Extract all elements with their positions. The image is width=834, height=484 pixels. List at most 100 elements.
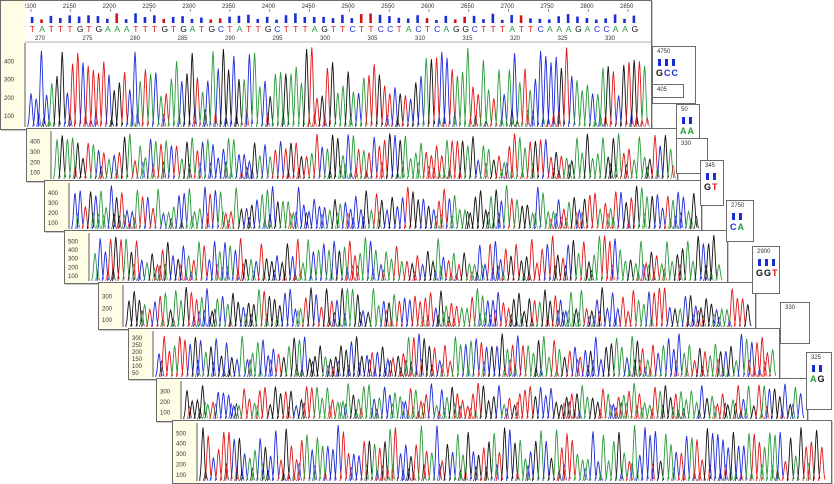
win5-noise-c bbox=[196, 310, 202, 327]
chromatogram-window-8[interactable]: 500 400 300 200 100 bbox=[172, 420, 832, 484]
base-call-letter[interactable]: A bbox=[312, 24, 318, 34]
base-call-letter[interactable]: G bbox=[208, 24, 215, 34]
base-call-letter[interactable]: C bbox=[218, 24, 224, 34]
base-call-letter[interactable]: T bbox=[397, 24, 402, 34]
base-call-letter[interactable]: A bbox=[566, 24, 572, 34]
win7-peak-g bbox=[661, 385, 670, 419]
base-call-letter[interactable]: A bbox=[190, 24, 196, 34]
base-call-letter[interactable]: G bbox=[77, 24, 84, 34]
base-call-letter[interactable]: T bbox=[284, 24, 289, 34]
base-call-letter[interactable]: T bbox=[171, 24, 176, 34]
base-call-letter[interactable]: A bbox=[114, 24, 120, 34]
base-call-letter[interactable]: C bbox=[434, 24, 440, 34]
base-call-letter[interactable]: T bbox=[143, 24, 148, 34]
back-window-edge[interactable]: 405 bbox=[652, 84, 684, 98]
base-call-letter[interactable]: T bbox=[133, 24, 138, 34]
base-call-letter[interactable]: T bbox=[368, 24, 373, 34]
base-call-letter[interactable]: A bbox=[124, 24, 130, 34]
base-call-letter[interactable]: A bbox=[622, 24, 628, 34]
chromatogram-window-4[interactable]: 500 400 300 200 100 bbox=[64, 230, 728, 284]
base-call-letter[interactable]: T bbox=[425, 24, 430, 34]
base-call-letter[interactable]: T bbox=[86, 24, 91, 34]
base-call-letter[interactable]: G bbox=[321, 24, 328, 34]
base-call-letter[interactable]: T bbox=[67, 24, 72, 34]
base-call-letter[interactable]: T bbox=[500, 24, 505, 34]
base-call-letter[interactable]: C bbox=[350, 24, 356, 34]
win7-peak-g bbox=[484, 399, 493, 419]
base-call-letter[interactable]: G bbox=[161, 24, 168, 34]
base-call-letter[interactable]: G bbox=[632, 24, 639, 34]
base-call-letter[interactable]: T bbox=[49, 24, 54, 34]
base-call-letter[interactable]: T bbox=[331, 24, 336, 34]
win3-peak-c bbox=[305, 210, 313, 229]
win2-peak-g bbox=[328, 134, 337, 179]
base-call-letter[interactable]: A bbox=[613, 24, 619, 34]
back-window-edge[interactable]: 325 AG bbox=[806, 352, 832, 410]
base-call-letter[interactable]: T bbox=[227, 24, 232, 34]
base-call-letter[interactable]: G bbox=[453, 24, 460, 34]
chromatogram-window-top[interactable]: 8021002150220022502300235024002450250025… bbox=[0, 0, 652, 130]
base-call-letter[interactable]: C bbox=[378, 24, 384, 34]
base-call-letter[interactable]: T bbox=[491, 24, 496, 34]
base-call-letter[interactable]: C bbox=[594, 24, 600, 34]
back-window-edge[interactable]: 345 GT bbox=[700, 160, 724, 206]
base-call-letter[interactable]: C bbox=[387, 24, 393, 34]
base-call-letter[interactable]: T bbox=[481, 24, 486, 34]
base-call-letter[interactable]: C bbox=[472, 24, 478, 34]
base-call-letter[interactable]: A bbox=[547, 24, 553, 34]
win2-noise-g bbox=[244, 166, 250, 179]
base-position-label: 270 bbox=[35, 36, 46, 42]
base-call-letter[interactable]: T bbox=[293, 24, 298, 34]
base-call-letter[interactable]: T bbox=[255, 24, 260, 34]
win2-peak-t bbox=[448, 140, 456, 179]
base-call-letter[interactable]: G bbox=[180, 24, 187, 34]
win3-noise-a bbox=[610, 216, 616, 229]
base-call-letter[interactable]: A bbox=[237, 24, 243, 34]
base-call-letter[interactable]: T bbox=[58, 24, 63, 34]
base-call-letter[interactable]: A bbox=[585, 24, 591, 34]
base-call-letter[interactable]: T bbox=[152, 24, 157, 34]
win2-peak-a bbox=[126, 133, 134, 179]
win4-peak-a bbox=[387, 258, 396, 281]
win3-peak-t bbox=[627, 197, 636, 229]
win4-peak-g bbox=[710, 235, 718, 281]
base-call-letter[interactable]: T bbox=[519, 24, 524, 34]
base-call-letter[interactable]: A bbox=[105, 24, 111, 34]
base-call-letter[interactable]: G bbox=[265, 24, 272, 34]
back-window-edge[interactable]: 330 bbox=[780, 302, 810, 344]
chromatogram-window-7[interactable]: 300 200 100 bbox=[156, 378, 808, 422]
chromatogram-window-6[interactable]: 300 250 200 150 100 50 bbox=[128, 328, 780, 380]
back-window-edge[interactable]: 2900 GGT bbox=[752, 246, 780, 294]
win7-peak-c bbox=[386, 394, 394, 419]
base-call-letter[interactable]: T bbox=[528, 24, 533, 34]
base-call-letter[interactable]: T bbox=[302, 24, 307, 34]
base-call-letter[interactable]: A bbox=[509, 24, 515, 34]
win6-noise-c bbox=[356, 361, 362, 377]
base-call-letter[interactable]: A bbox=[556, 24, 562, 34]
win3-peak-g bbox=[248, 204, 256, 229]
base-call-letter[interactable]: A bbox=[39, 24, 45, 34]
base-call-letter[interactable]: T bbox=[340, 24, 345, 34]
base-call-letter[interactable]: C bbox=[274, 24, 280, 34]
base-call-letter[interactable]: T bbox=[199, 24, 204, 34]
base-call-letter[interactable]: C bbox=[538, 24, 544, 34]
back-window-edge[interactable]: 330 bbox=[676, 138, 708, 174]
base-call-letter[interactable]: T bbox=[359, 24, 364, 34]
back-window-edge[interactable]: 2750 CA bbox=[726, 200, 754, 242]
base-call-letter[interactable]: A bbox=[406, 24, 412, 34]
win7-noise-a bbox=[623, 402, 630, 419]
base-call-letter[interactable]: T bbox=[30, 24, 35, 34]
back-window-edge[interactable]: 50 AA bbox=[676, 104, 700, 140]
chromatogram-window-5[interactable]: 300 200 100 bbox=[98, 282, 756, 330]
base-call-letter[interactable]: G bbox=[462, 24, 469, 34]
base-call-letter[interactable]: C bbox=[415, 24, 421, 34]
base-call-letter[interactable]: G bbox=[575, 24, 582, 34]
chromatogram-window-3[interactable]: 400 300 200 100 bbox=[44, 180, 702, 232]
base-call-letter[interactable]: G bbox=[96, 24, 103, 34]
base-call-letter[interactable]: C bbox=[603, 24, 609, 34]
win4-noise-g bbox=[110, 268, 116, 281]
chromatogram-window-2[interactable]: 400 300 200 100 bbox=[26, 128, 678, 182]
base-call-letter[interactable]: A bbox=[444, 24, 450, 34]
quality-bar bbox=[115, 13, 119, 23]
base-call-letter[interactable]: T bbox=[246, 24, 251, 34]
